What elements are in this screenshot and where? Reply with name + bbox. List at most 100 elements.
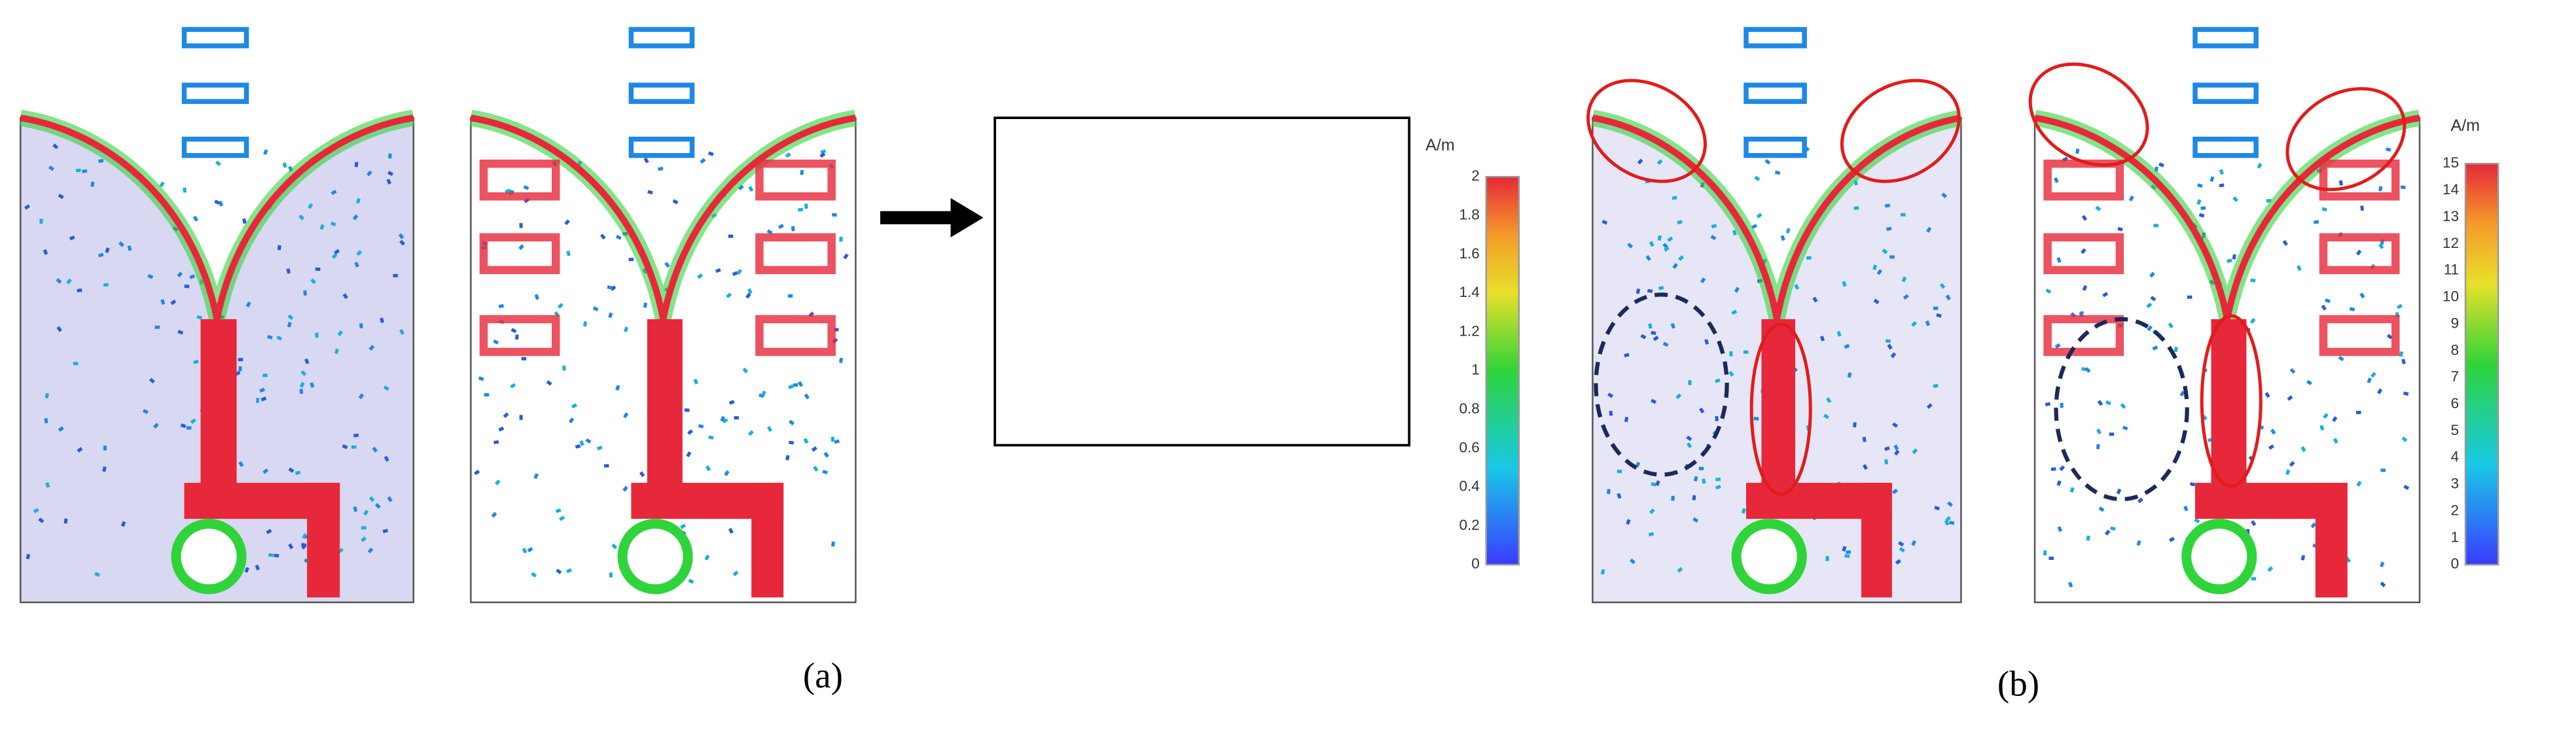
current-arrow [1662, 243, 1669, 249]
current-arrow [1728, 370, 1734, 377]
current-arrow [386, 179, 392, 185]
current-arrow [2168, 322, 2174, 328]
current-arrow [2266, 198, 2272, 203]
current-arrow [43, 249, 48, 255]
current-arrow [1651, 482, 1656, 487]
current-arrow [2137, 497, 2143, 504]
current-arrow [2120, 403, 2126, 409]
current-arrow [282, 162, 287, 168]
colorbar-tick: 14 [2442, 181, 2459, 198]
current-arrow [720, 415, 726, 422]
current-arrow [688, 578, 694, 584]
current-arrow [302, 533, 308, 540]
current-arrow [1649, 508, 1655, 515]
current-arrow [785, 152, 791, 158]
current-arrow [58, 426, 64, 432]
current-arrow [367, 548, 374, 554]
current-arrow [534, 294, 539, 300]
current-arrow [354, 162, 359, 167]
current-arrow [522, 548, 528, 554]
current-arrow [1872, 264, 1878, 270]
current-arrow [1715, 378, 1721, 383]
current-arrow [1844, 554, 1850, 559]
current-arrow [1667, 236, 1673, 242]
current-arrow [244, 566, 249, 573]
current-arrow [2367, 377, 2372, 383]
current-arrow [2378, 243, 2384, 249]
current-arrow [639, 471, 645, 478]
current-arrow [1794, 284, 1800, 290]
current-arrow [24, 204, 31, 210]
current-arrow [583, 321, 588, 327]
current-arrow [491, 512, 497, 518]
current-arrow [1853, 206, 1859, 211]
current-arrow [742, 367, 749, 374]
highlight [2028, 62, 2149, 167]
current-arrow [1751, 224, 1758, 229]
current-arrow [2069, 487, 2075, 493]
current-arrow [687, 429, 694, 435]
current-arrow [58, 194, 64, 200]
current-arrow [747, 288, 753, 294]
current-arrow [2396, 304, 2403, 309]
slot [479, 159, 560, 201]
colorbar-tick: 11 [2444, 262, 2459, 278]
current-arrow [1764, 159, 1771, 165]
current-arrow [2401, 436, 2408, 442]
current-arrow [564, 219, 571, 226]
current-arrow [1715, 485, 1721, 490]
current-arrow [2386, 147, 2391, 152]
current-arrow [2209, 176, 2215, 182]
current-arrow [1893, 444, 1899, 451]
current-arrow [2147, 325, 2153, 332]
current-arrow [804, 393, 810, 400]
strip [1744, 27, 1807, 48]
current-arrow [359, 323, 363, 329]
feed-line [751, 483, 784, 598]
current-arrow [66, 278, 72, 285]
current-arrow [686, 451, 692, 458]
slot [2043, 315, 2124, 356]
current-arrow [736, 269, 742, 275]
current-arrow [1756, 213, 1762, 218]
current-arrow [831, 436, 835, 442]
current-arrow [2289, 461, 2295, 467]
current-arrow [1734, 287, 1740, 293]
current-arrow [1899, 547, 1905, 553]
current-arrow [358, 393, 365, 400]
current-arrow [118, 241, 124, 247]
current-arrow [1600, 568, 1605, 575]
current-arrow [368, 496, 375, 502]
current-arrow [623, 326, 629, 332]
current-arrow [255, 565, 260, 571]
colorbar-tick: 1 [1471, 362, 1480, 378]
slot [755, 315, 836, 356]
current-arrow [2122, 425, 2128, 431]
current-arrow [267, 335, 273, 339]
current-arrow [387, 171, 394, 177]
current-arrow [2105, 400, 2111, 406]
current-arrow [493, 440, 499, 444]
current-arrow [2158, 162, 2164, 167]
current-arrow [684, 408, 690, 412]
current-arrow [1893, 449, 1900, 456]
highlight [1586, 78, 1707, 183]
current-arrow [189, 274, 196, 279]
current-arrow [214, 200, 221, 205]
current-arrow [515, 334, 519, 340]
current-arrow [2403, 391, 2409, 396]
current-arrow [1662, 341, 1669, 347]
current-arrow [2054, 343, 2061, 349]
current-arrow [98, 158, 104, 164]
current-arrow [33, 508, 39, 513]
colorbar-tick: 12 [2442, 235, 2459, 251]
current-arrow [192, 215, 198, 222]
current-arrow [26, 553, 31, 560]
current-arrow [330, 221, 336, 227]
strip [628, 27, 695, 48]
current-arrow [843, 253, 849, 260]
current-arrow [308, 203, 313, 209]
current-arrow [266, 529, 272, 534]
current-arrow [704, 554, 710, 561]
current-arrow [2075, 148, 2080, 154]
